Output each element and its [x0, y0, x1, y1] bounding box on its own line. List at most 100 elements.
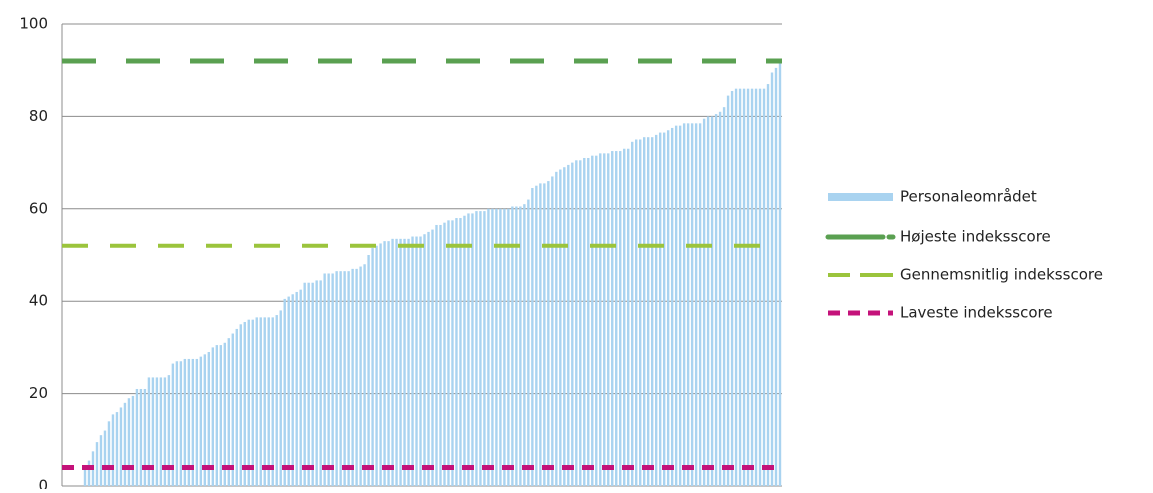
bar — [674, 125, 678, 486]
bar — [95, 442, 99, 486]
bar — [331, 273, 334, 486]
bar — [431, 229, 434, 486]
bar — [623, 148, 626, 487]
legend-label: Personaleområdet — [900, 188, 1037, 206]
bar — [611, 151, 614, 487]
bar — [646, 137, 650, 486]
bar — [339, 271, 342, 486]
bar — [690, 123, 694, 486]
bar — [714, 114, 718, 486]
bar — [459, 218, 462, 487]
bar — [682, 123, 686, 486]
bar — [175, 361, 179, 486]
bar — [451, 220, 454, 486]
bar — [579, 160, 582, 487]
bar — [295, 291, 298, 486]
bar — [199, 356, 203, 486]
bar — [287, 296, 290, 486]
bar — [658, 132, 662, 486]
bar — [171, 363, 175, 486]
y-tick-label: 80 — [29, 107, 48, 125]
bar — [227, 338, 230, 486]
bar — [111, 414, 115, 486]
bar — [259, 317, 262, 486]
bar — [587, 157, 590, 487]
bar — [555, 171, 558, 486]
bar — [443, 222, 446, 486]
bar — [535, 185, 538, 486]
bar — [603, 153, 606, 487]
bar — [666, 130, 670, 486]
bar — [631, 141, 634, 486]
bar — [315, 280, 318, 486]
bar — [503, 208, 506, 487]
bar — [159, 377, 163, 486]
bar — [183, 358, 187, 486]
bar — [694, 123, 698, 486]
bar — [539, 183, 542, 486]
bar — [327, 273, 330, 486]
bar — [591, 155, 594, 487]
bar — [139, 388, 143, 486]
bar — [531, 188, 534, 486]
bar — [235, 328, 238, 486]
bar — [678, 125, 682, 486]
bar — [750, 88, 754, 487]
y-tick-label: 100 — [19, 15, 48, 33]
bar — [615, 151, 618, 487]
bar — [167, 375, 171, 486]
bar — [627, 148, 630, 487]
bar — [271, 317, 274, 486]
bar — [355, 268, 358, 486]
bar — [706, 116, 710, 487]
bar — [243, 321, 246, 486]
bar — [523, 204, 526, 486]
bar — [367, 255, 370, 486]
bar — [347, 271, 350, 486]
bar — [135, 388, 139, 486]
bar — [99, 435, 103, 486]
bar — [303, 282, 306, 486]
bar — [415, 236, 418, 486]
bar — [742, 88, 746, 487]
bar — [223, 342, 226, 486]
bar — [299, 289, 302, 486]
bar — [387, 241, 390, 486]
bar — [147, 377, 151, 486]
bar — [267, 317, 270, 486]
bar — [255, 317, 258, 486]
y-tick-label: 20 — [29, 384, 48, 402]
bar — [551, 176, 554, 486]
bar — [547, 181, 550, 486]
bar — [778, 60, 782, 487]
bar — [191, 358, 195, 486]
bar — [87, 460, 91, 486]
bar — [375, 245, 378, 486]
bar — [734, 88, 738, 487]
bar — [559, 169, 562, 486]
bar — [595, 155, 598, 487]
bar — [123, 402, 127, 486]
bar — [163, 377, 167, 486]
bar — [746, 88, 750, 487]
bar — [143, 388, 147, 486]
bar — [710, 116, 714, 487]
bar — [427, 231, 430, 486]
bar — [635, 139, 638, 486]
bar — [335, 271, 338, 486]
bar — [179, 361, 183, 486]
bar — [491, 208, 494, 487]
legend-label: Højeste indeksscore — [900, 228, 1051, 246]
bar — [730, 90, 734, 487]
bar — [203, 354, 207, 486]
bar — [275, 315, 278, 486]
bar — [379, 243, 382, 486]
bar — [395, 238, 398, 486]
bar — [754, 88, 758, 487]
bar — [399, 238, 402, 486]
bar — [211, 347, 215, 486]
bar — [670, 127, 674, 486]
bar — [527, 199, 530, 486]
bar — [239, 324, 242, 486]
bar — [319, 280, 322, 486]
